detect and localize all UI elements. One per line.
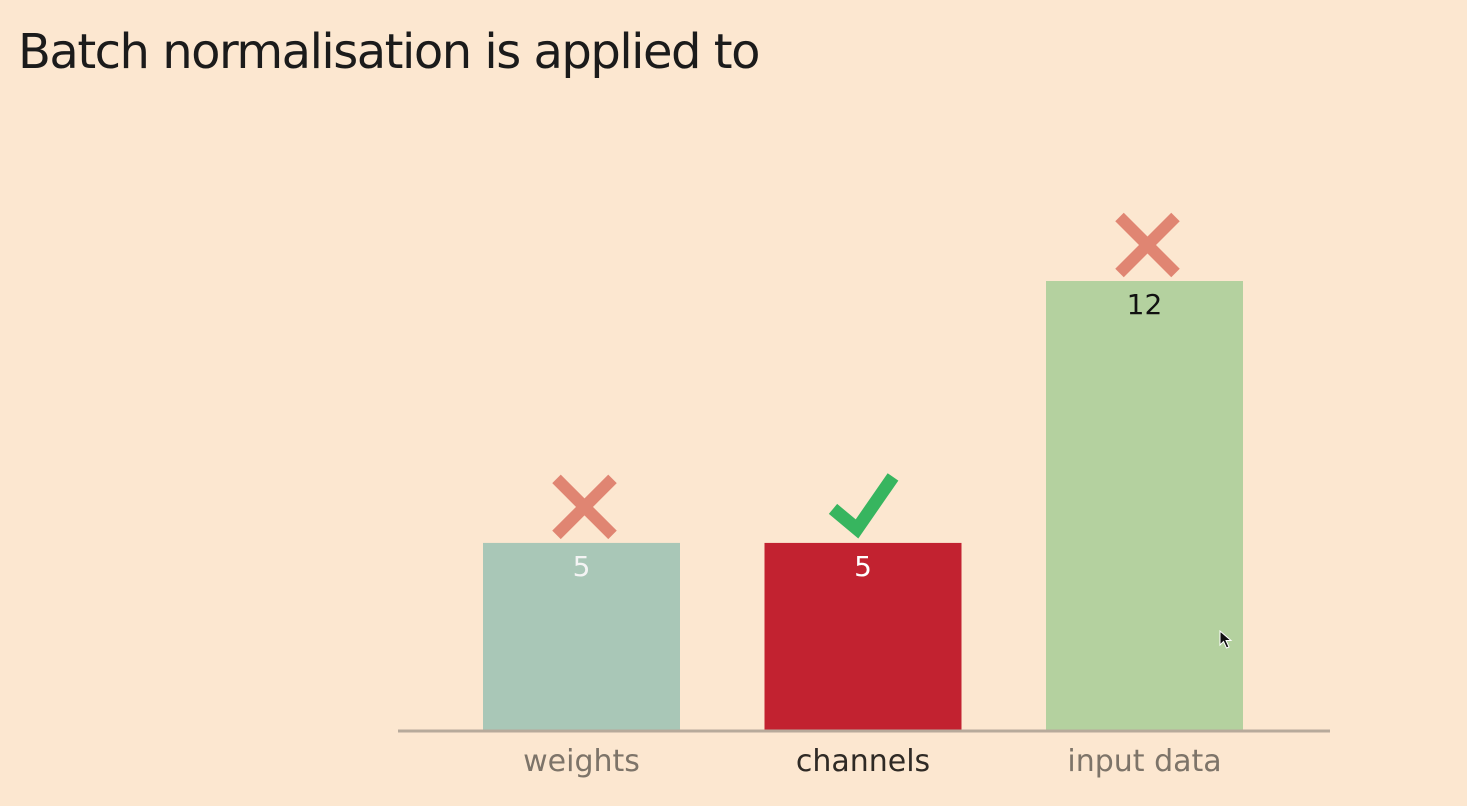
bar-channels: [764, 542, 962, 730]
check-icon: [828, 473, 899, 539]
slide-title: Batch normalisation is applied to: [18, 24, 760, 80]
category-label-weights: weights: [523, 744, 640, 779]
cross-icon: [552, 474, 617, 540]
value-label-input-data: 12: [1127, 288, 1163, 321]
category-label-channels: channels: [796, 744, 930, 779]
category-label-input-data: input data: [1067, 744, 1221, 779]
value-label-channels: 5: [854, 550, 872, 583]
cross-icon: [1115, 212, 1180, 278]
bar-weights: [483, 542, 680, 730]
value-label-weights: 5: [573, 550, 591, 583]
bar-input-data: [1046, 281, 1243, 730]
mouse-pointer-icon: [1219, 630, 1233, 649]
